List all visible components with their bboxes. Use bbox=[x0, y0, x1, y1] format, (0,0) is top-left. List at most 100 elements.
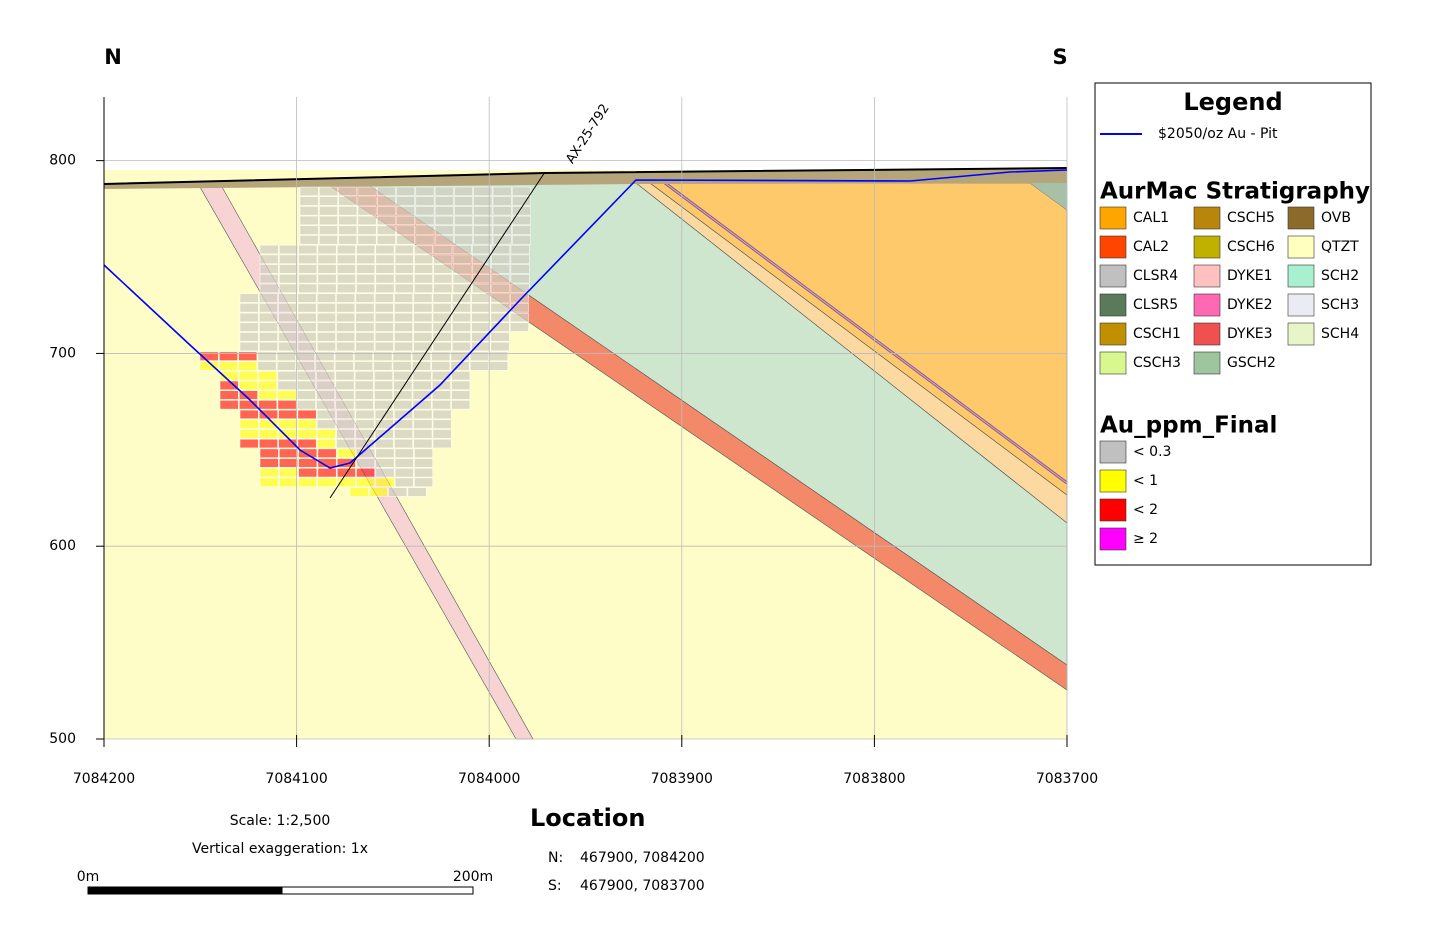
block-cell bbox=[392, 351, 412, 361]
y-tick-label: 500 bbox=[49, 731, 76, 747]
block-cell bbox=[489, 361, 509, 371]
legend-swatch bbox=[1287, 293, 1315, 317]
block-cell bbox=[452, 322, 471, 332]
block-cell bbox=[374, 400, 393, 410]
block-cell bbox=[298, 264, 318, 274]
block-cell bbox=[296, 390, 316, 400]
block-cell bbox=[375, 274, 395, 284]
block-cell bbox=[473, 186, 493, 196]
north-label: N bbox=[104, 45, 122, 69]
block-cell bbox=[336, 303, 356, 313]
block-cell bbox=[259, 419, 278, 429]
block-cell bbox=[354, 390, 374, 400]
block-cell bbox=[355, 312, 375, 323]
block-cell bbox=[394, 264, 414, 274]
pit-shell bbox=[103, 169, 1068, 469]
block-cell bbox=[452, 264, 472, 274]
block-cell bbox=[279, 458, 298, 468]
x-tick-label: 7083900 bbox=[651, 771, 713, 787]
block-cell bbox=[393, 380, 413, 390]
block-cell bbox=[279, 254, 298, 264]
block-cell bbox=[394, 254, 414, 264]
legend-swatch bbox=[1099, 351, 1127, 375]
block-cell bbox=[432, 429, 452, 439]
block-cell bbox=[396, 196, 416, 206]
block-cell bbox=[512, 235, 531, 245]
block-cell bbox=[259, 429, 278, 439]
block-cell bbox=[510, 274, 530, 284]
block-cell bbox=[356, 274, 376, 284]
block-cell bbox=[414, 264, 433, 274]
legend-label: ≥ 2 bbox=[1133, 531, 1158, 547]
legend-label: < 2 bbox=[1133, 502, 1158, 518]
block-cell bbox=[279, 244, 298, 255]
legend-swatch bbox=[1099, 293, 1127, 317]
block-cell bbox=[452, 254, 472, 264]
block-cell bbox=[319, 235, 338, 245]
block-cell bbox=[276, 351, 296, 361]
block-cell bbox=[316, 429, 336, 439]
pit-legend-label: $2050/oz Au - Pit bbox=[1158, 126, 1278, 142]
block-cell bbox=[336, 341, 356, 352]
block-cell bbox=[239, 400, 258, 410]
block-cell bbox=[452, 332, 471, 342]
block-cell bbox=[297, 409, 317, 420]
block-cell bbox=[316, 341, 336, 352]
block-cell bbox=[278, 293, 298, 303]
block-cell bbox=[396, 186, 416, 196]
block-cell bbox=[394, 468, 414, 478]
block-cell bbox=[394, 312, 413, 323]
block-cell bbox=[298, 244, 318, 255]
block-cell bbox=[374, 390, 393, 400]
block-cell bbox=[451, 390, 471, 400]
gsch-unit bbox=[1030, 183, 1067, 210]
block-cell bbox=[374, 371, 393, 381]
block-cell bbox=[335, 380, 355, 390]
block-cell bbox=[433, 264, 453, 274]
block-cell bbox=[451, 371, 471, 381]
south-label: S bbox=[1052, 45, 1067, 69]
block-cell bbox=[259, 312, 278, 323]
block-cell bbox=[259, 293, 278, 303]
legend-label: CAL2 bbox=[1133, 239, 1169, 255]
block-cell bbox=[354, 400, 374, 410]
block-cell bbox=[375, 448, 395, 458]
block-cell bbox=[316, 293, 336, 303]
block-cell bbox=[407, 487, 427, 497]
legend-label: SCH4 bbox=[1321, 326, 1359, 342]
block-cell bbox=[357, 206, 377, 216]
block-cell bbox=[492, 206, 512, 216]
block-cell bbox=[279, 468, 298, 478]
block-cell bbox=[239, 322, 259, 332]
block-cell bbox=[433, 283, 453, 293]
block-cell bbox=[258, 390, 278, 400]
block-cell bbox=[356, 264, 376, 274]
block-cell bbox=[336, 312, 356, 323]
block-cell bbox=[258, 400, 278, 410]
block-cell bbox=[297, 438, 317, 449]
block-cell bbox=[376, 215, 396, 226]
y-tick-label: 800 bbox=[49, 153, 76, 169]
block-cell bbox=[316, 409, 336, 420]
block-cell bbox=[415, 235, 435, 245]
block-cell bbox=[299, 196, 319, 206]
block-cell bbox=[432, 390, 451, 400]
legend-swatch bbox=[1193, 322, 1221, 346]
block-cell bbox=[277, 400, 297, 410]
block-cell bbox=[335, 390, 355, 400]
block-cell bbox=[490, 322, 510, 332]
x-tick-label: 7084100 bbox=[265, 771, 327, 787]
grade-title: Au_ppm_Final bbox=[1100, 413, 1277, 439]
block-cell bbox=[299, 215, 319, 226]
legend-swatch bbox=[1099, 440, 1127, 464]
block-cell bbox=[259, 468, 279, 478]
block-cell bbox=[297, 332, 317, 342]
block-cell bbox=[415, 206, 435, 216]
block-cell bbox=[431, 351, 451, 361]
block-cell bbox=[471, 322, 491, 332]
block-cell bbox=[433, 274, 453, 284]
block-cell bbox=[376, 196, 396, 206]
block-cell bbox=[355, 341, 375, 352]
scale-bar bbox=[87, 886, 283, 895]
block-cell bbox=[432, 419, 452, 429]
